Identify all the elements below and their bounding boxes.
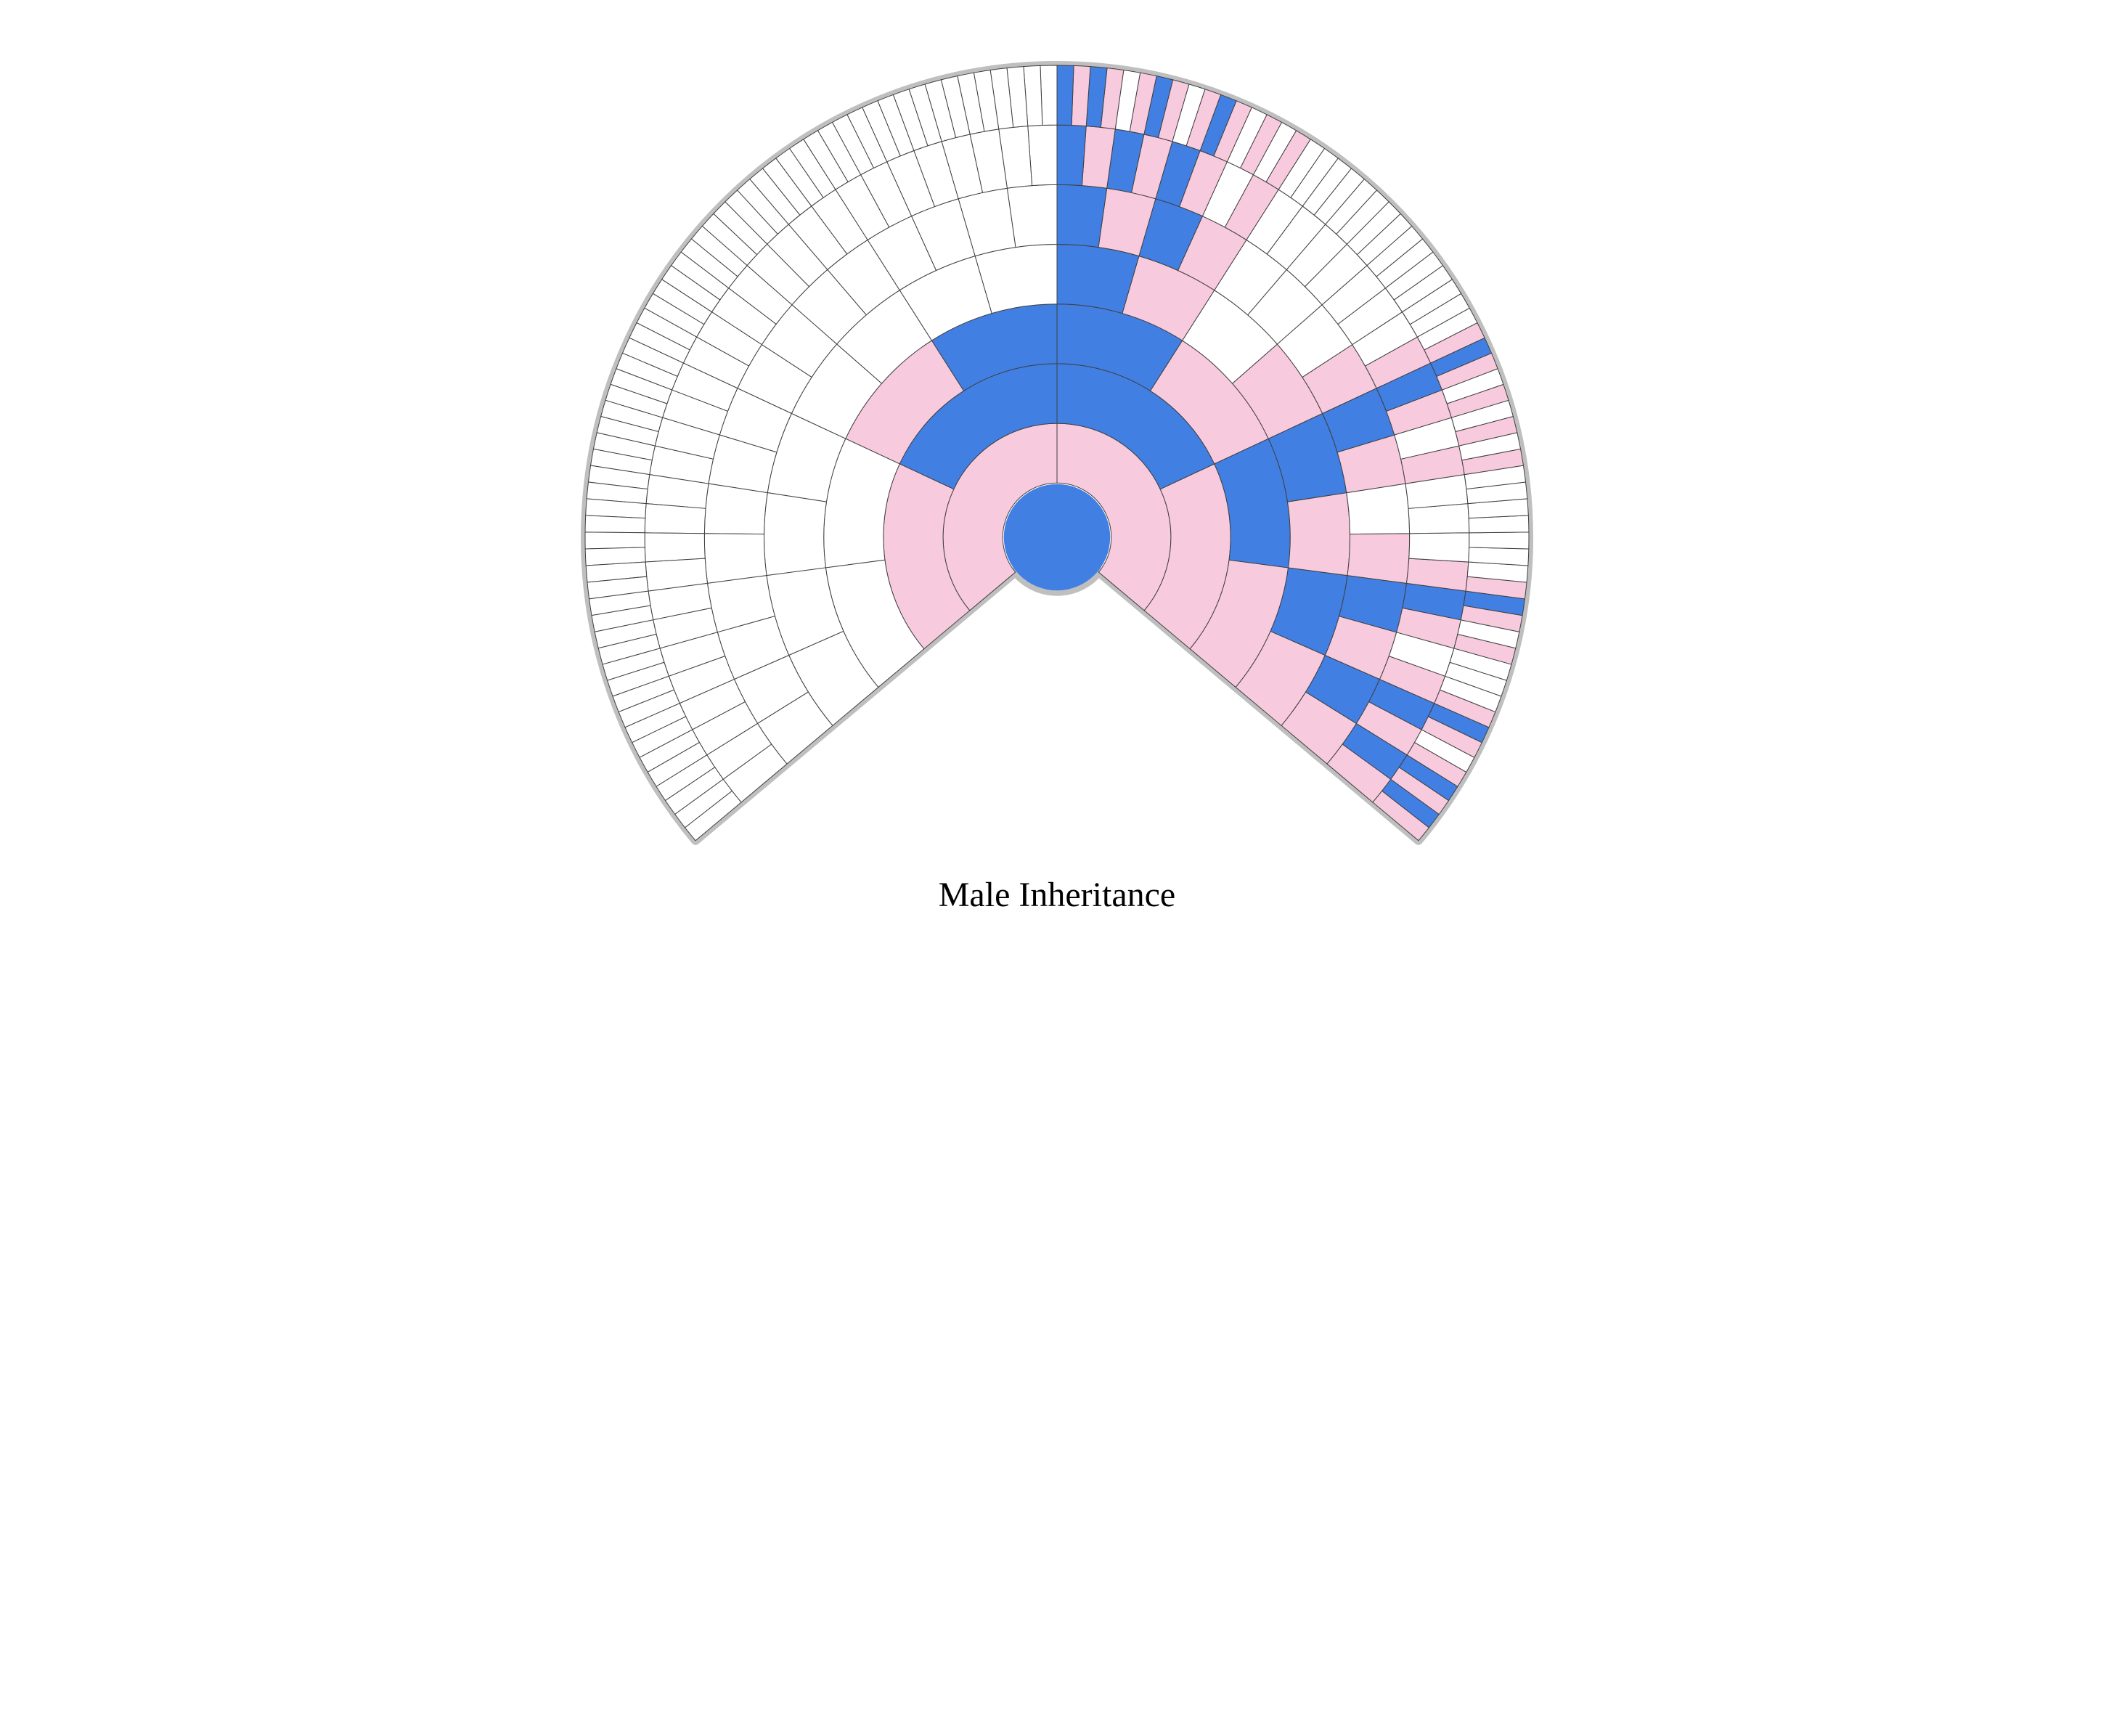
center-circle — [1004, 484, 1111, 591]
fan-cell — [1469, 547, 1529, 566]
fan-cell — [704, 534, 767, 584]
fan-cell — [585, 515, 645, 533]
fan-chart-container: Male Inheritance — [549, 29, 1565, 915]
fan-cell — [1409, 533, 1469, 562]
fan-cell — [645, 533, 705, 562]
fan-cell — [1288, 493, 1350, 576]
fan-cell — [1347, 534, 1410, 584]
fan-cell — [1469, 532, 1529, 549]
fan-cell — [645, 504, 706, 534]
fan-cell — [1040, 65, 1057, 126]
fan-cell — [704, 484, 767, 534]
fan-cell — [1057, 125, 1086, 185]
chart-title-text: Male Inheritance — [939, 876, 1175, 914]
fan-cell — [764, 493, 827, 576]
fan-cell — [1028, 125, 1057, 185]
fan-cell — [1057, 65, 1074, 126]
fan-cell — [585, 532, 645, 549]
fan-cell — [1057, 184, 1107, 247]
fan-chart-svg — [549, 29, 1565, 864]
chart-title: Male Inheritance — [549, 875, 1565, 915]
fan-cell — [1007, 184, 1057, 247]
